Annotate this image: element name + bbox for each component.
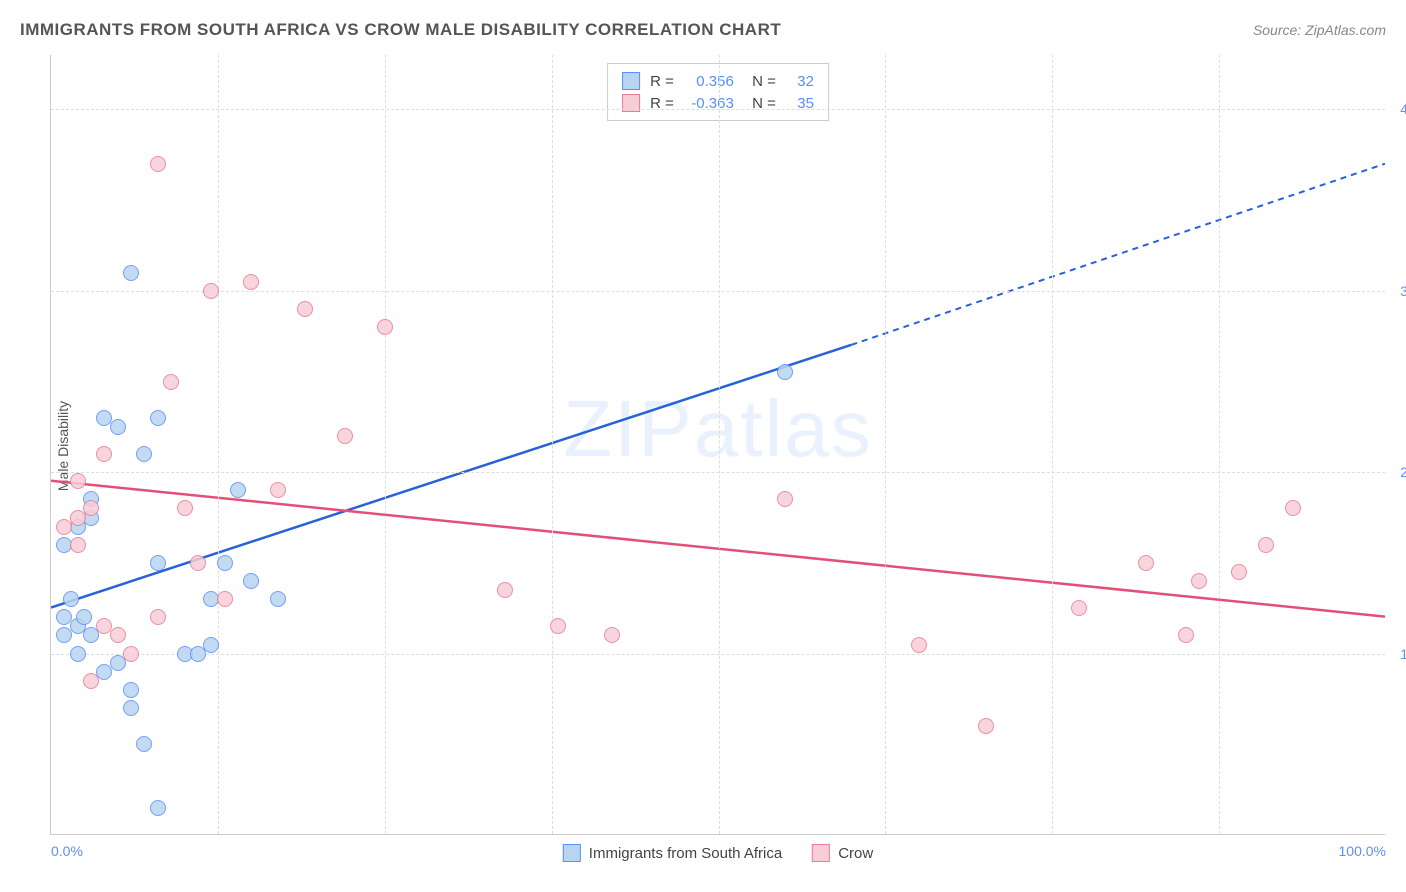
legend-r-label: R = xyxy=(650,73,674,90)
scatter-point-sa xyxy=(63,591,79,607)
scatter-point-crow xyxy=(243,274,259,290)
scatter-point-crow xyxy=(96,446,112,462)
series-legend-label: Immigrants from South Africa xyxy=(589,845,782,862)
scatter-point-crow xyxy=(777,491,793,507)
scatter-point-crow xyxy=(110,627,126,643)
scatter-point-crow xyxy=(1071,600,1087,616)
scatter-point-sa xyxy=(123,265,139,281)
legend-n-label: N = xyxy=(744,73,776,90)
series-legend-item-crow: Crow xyxy=(812,844,873,862)
scatter-point-crow xyxy=(217,591,233,607)
scatter-point-crow xyxy=(96,618,112,634)
legend-swatch-sa xyxy=(622,72,640,90)
scatter-point-crow xyxy=(604,627,620,643)
y-tick-label: 30.0% xyxy=(1400,283,1406,299)
scatter-point-sa xyxy=(230,482,246,498)
x-tick-label: 100.0% xyxy=(1339,843,1386,859)
scatter-point-crow xyxy=(123,646,139,662)
scatter-point-crow xyxy=(911,637,927,653)
scatter-point-crow xyxy=(1285,500,1301,516)
grid-line-vertical xyxy=(552,55,553,834)
grid-line-vertical xyxy=(385,55,386,834)
legend-swatch-sa xyxy=(563,844,581,862)
series-legend-item-sa: Immigrants from South Africa xyxy=(563,844,782,862)
legend-swatch-crow xyxy=(812,844,830,862)
scatter-point-crow xyxy=(190,555,206,571)
scatter-point-sa xyxy=(150,555,166,571)
scatter-point-crow xyxy=(1231,564,1247,580)
y-tick-label: 40.0% xyxy=(1400,101,1406,117)
chart-plot-area: ZIPatlas R =0.356 N =32R =-0.363 N =35 I… xyxy=(50,55,1385,835)
y-tick-label: 10.0% xyxy=(1400,646,1406,662)
scatter-point-crow xyxy=(150,156,166,172)
chart-title: IMMIGRANTS FROM SOUTH AFRICA VS CROW MAL… xyxy=(20,20,781,40)
y-tick-label: 20.0% xyxy=(1400,464,1406,480)
scatter-point-crow xyxy=(83,500,99,516)
scatter-point-sa xyxy=(190,646,206,662)
scatter-point-crow xyxy=(1138,555,1154,571)
scatter-point-crow xyxy=(1178,627,1194,643)
scatter-point-sa xyxy=(70,646,86,662)
scatter-point-sa xyxy=(123,682,139,698)
chart-source: Source: ZipAtlas.com xyxy=(1253,22,1386,38)
scatter-point-crow xyxy=(337,428,353,444)
scatter-point-crow xyxy=(550,618,566,634)
scatter-point-crow xyxy=(497,582,513,598)
scatter-point-crow xyxy=(203,283,219,299)
scatter-point-crow xyxy=(83,673,99,689)
grid-line-vertical xyxy=(1219,55,1220,834)
grid-line-vertical xyxy=(719,55,720,834)
scatter-point-sa xyxy=(243,573,259,589)
scatter-point-sa xyxy=(76,609,92,625)
scatter-point-sa xyxy=(777,364,793,380)
scatter-point-sa xyxy=(217,555,233,571)
grid-line-vertical xyxy=(1052,55,1053,834)
scatter-point-crow xyxy=(70,537,86,553)
scatter-point-crow xyxy=(1258,537,1274,553)
grid-line-vertical xyxy=(218,55,219,834)
legend-n-value: 32 xyxy=(786,73,814,90)
series-legend-label: Crow xyxy=(838,845,873,862)
scatter-point-sa xyxy=(203,637,219,653)
scatter-point-sa xyxy=(150,410,166,426)
trend-line-ext-sa xyxy=(851,164,1385,345)
scatter-point-crow xyxy=(297,301,313,317)
scatter-point-sa xyxy=(136,446,152,462)
scatter-point-sa xyxy=(123,700,139,716)
series-legend: Immigrants from South Africa Crow xyxy=(563,844,873,862)
chart-header: IMMIGRANTS FROM SOUTH AFRICA VS CROW MAL… xyxy=(20,20,1386,40)
legend-r-value: 0.356 xyxy=(684,73,734,90)
scatter-point-crow xyxy=(1191,573,1207,589)
scatter-point-crow xyxy=(377,319,393,335)
scatter-point-sa xyxy=(150,800,166,816)
grid-line-vertical xyxy=(885,55,886,834)
scatter-point-crow xyxy=(163,374,179,390)
x-tick-label: 0.0% xyxy=(51,843,83,859)
scatter-point-crow xyxy=(70,473,86,489)
scatter-point-crow xyxy=(177,500,193,516)
scatter-point-sa xyxy=(136,736,152,752)
scatter-point-crow xyxy=(270,482,286,498)
scatter-point-sa xyxy=(270,591,286,607)
scatter-point-sa xyxy=(110,419,126,435)
scatter-point-crow xyxy=(978,718,994,734)
scatter-point-crow xyxy=(150,609,166,625)
